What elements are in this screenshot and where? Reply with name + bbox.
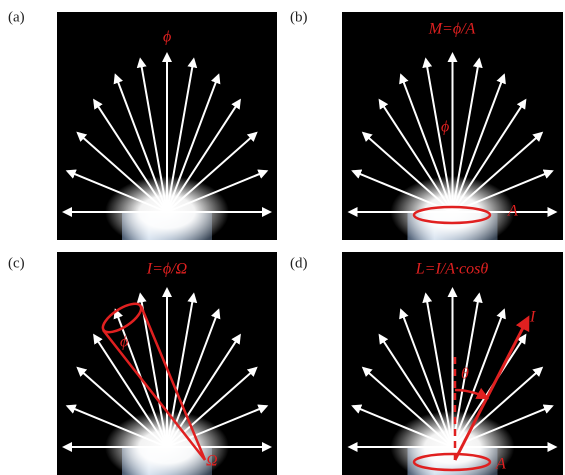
- solid-angle-label: Ω: [206, 453, 218, 470]
- panel-label: (b): [290, 9, 308, 25]
- panels: [57, 12, 563, 475]
- angle-label: θ: [461, 366, 469, 383]
- light-glow: [391, 176, 515, 248]
- formula: L=I/A·cosθ: [415, 261, 489, 278]
- light-glow: [105, 176, 229, 248]
- figure: (a) (b) (c) (d) ϕ M=ϕ/A ϕ A I=ϕ/Ω ϕ Ω L=…: [0, 0, 565, 475]
- area-label: A: [507, 203, 518, 220]
- panel-label: (c): [8, 255, 25, 271]
- flux-label: ϕ: [120, 334, 128, 351]
- intensity-label: I: [529, 309, 536, 326]
- flux-label: ϕ: [441, 119, 449, 136]
- panel-label: (d): [290, 255, 308, 271]
- formula: M=ϕ/A: [428, 21, 476, 38]
- area-label: A: [495, 456, 506, 473]
- formula: ϕ: [163, 29, 171, 46]
- formula: I=ϕ/Ω: [146, 261, 187, 278]
- panel-label: (a): [8, 9, 25, 25]
